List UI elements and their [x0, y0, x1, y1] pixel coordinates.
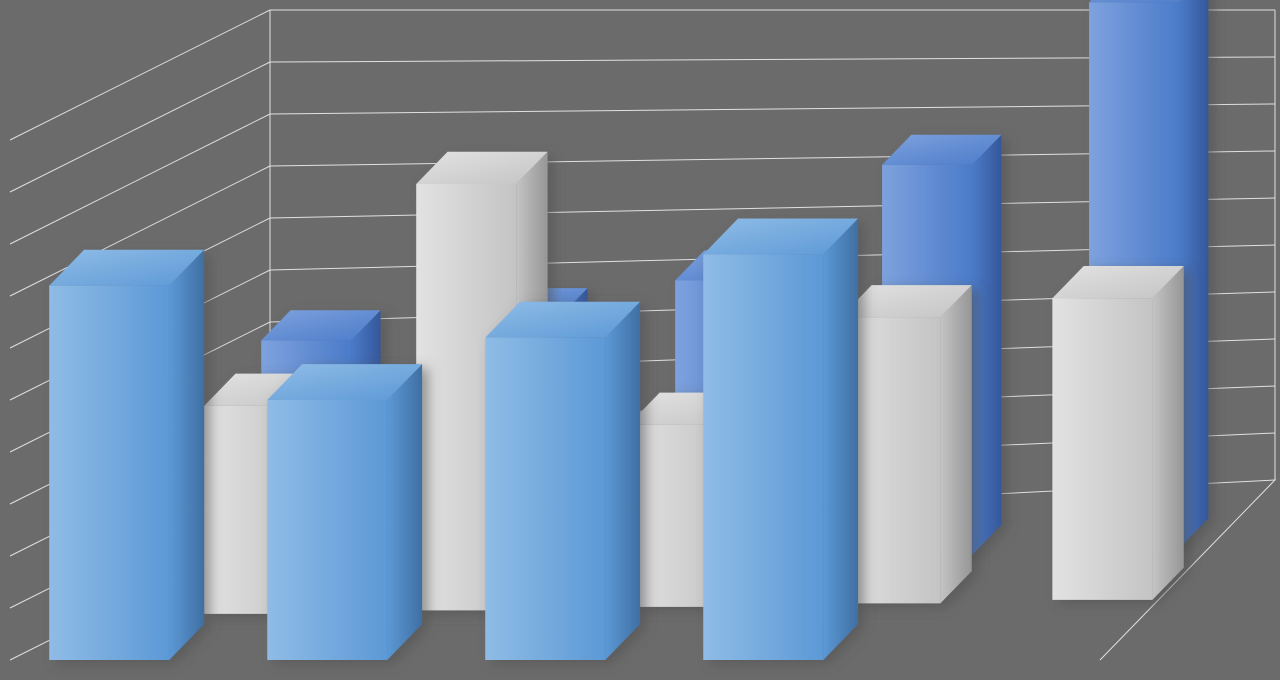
- bar-front-face: [485, 338, 605, 660]
- bar-side-face: [940, 285, 971, 603]
- bar: [485, 302, 640, 660]
- bar-side-face: [823, 219, 858, 660]
- bar: [703, 219, 858, 660]
- bar-chart-3d: [0, 0, 1280, 680]
- bar: [267, 364, 422, 660]
- bar-side-face: [605, 302, 640, 660]
- bar: [1052, 266, 1183, 600]
- bar: [840, 285, 971, 603]
- bar: [49, 250, 204, 660]
- bar-side-face: [1152, 266, 1183, 600]
- bar-side-face: [972, 135, 1001, 555]
- bar-front-face: [49, 286, 169, 660]
- bar-side-face: [387, 364, 422, 660]
- bar-side-face: [169, 250, 204, 660]
- bar-front-face: [1052, 298, 1152, 600]
- bar-front-face: [703, 254, 823, 660]
- bar-front-face: [267, 400, 387, 660]
